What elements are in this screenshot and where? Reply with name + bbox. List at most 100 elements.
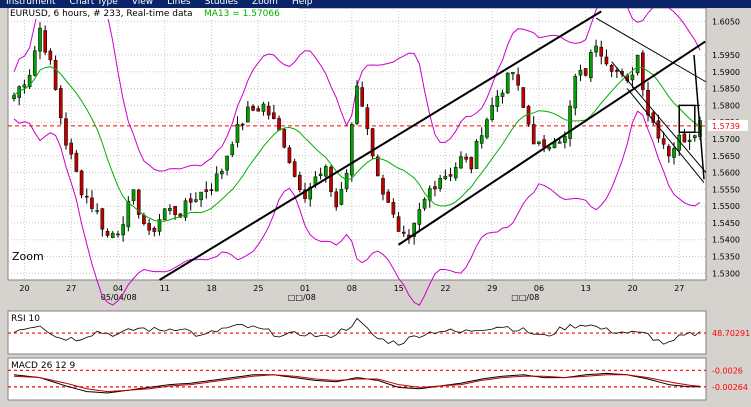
- candle-body: [256, 108, 261, 112]
- candle-body: [48, 50, 53, 61]
- projection-line[interactable]: [693, 54, 705, 180]
- candle-body: [27, 74, 32, 88]
- candle-body: [464, 156, 468, 160]
- candle-body: [443, 175, 448, 180]
- candle-body: [22, 84, 27, 88]
- candle-body: [531, 124, 536, 145]
- menu-item-studies[interactable]: Studies: [204, 0, 238, 7]
- candle-body: [635, 54, 640, 74]
- menu-item-help[interactable]: Help: [291, 0, 313, 7]
- chart-canvas[interactable]: 1.60501.59501.59001.58501.58001.57501.57…: [0, 8, 751, 407]
- candle-body: [396, 216, 401, 232]
- x-tick-label: 13: [581, 284, 591, 293]
- x-tick-label: 18: [206, 284, 216, 293]
- candle-body: [682, 133, 687, 143]
- rsi-title: RSI 10: [11, 314, 40, 324]
- candle-body: [308, 186, 313, 200]
- candle-body: [199, 191, 203, 201]
- y-tick-label: 1.5950: [712, 51, 740, 60]
- fan-line-3[interactable]: [626, 88, 705, 183]
- candle-body: [344, 173, 349, 189]
- candle-body: [69, 142, 73, 155]
- y-tick-label: 1.5600: [712, 169, 740, 178]
- candle-body: [282, 129, 287, 148]
- candle-body: [318, 173, 323, 176]
- fan-line-2[interactable]: [611, 61, 707, 173]
- x-tick-label: 04: [113, 284, 123, 293]
- candle-body: [100, 208, 105, 230]
- candle-body: [474, 140, 479, 169]
- candle-body: [188, 198, 193, 203]
- macd-value-label: -0.0026: [712, 366, 743, 375]
- menu-item-instrument[interactable]: Instrument: [6, 0, 56, 7]
- current-price-bg: [708, 119, 748, 131]
- candle-body: [74, 152, 79, 172]
- candle-body: [641, 52, 645, 90]
- candle-body: [479, 135, 484, 144]
- y-tick-label: 1.5850: [712, 85, 740, 94]
- candle-body: [589, 52, 593, 79]
- candle-body: [448, 174, 453, 177]
- candle-body: [609, 65, 614, 72]
- candle-body: [599, 46, 604, 57]
- x-tick-label: 01: [300, 284, 310, 293]
- candle-body: [339, 189, 344, 205]
- x-tick-label: 11: [160, 284, 170, 293]
- candle-body: [433, 186, 437, 190]
- menu-item-zoom[interactable]: Zoom: [252, 0, 278, 7]
- candle-body: [298, 174, 302, 191]
- candle-body: [459, 156, 463, 169]
- y-tick-label: 1.5300: [712, 269, 740, 278]
- candle-body: [485, 119, 489, 138]
- menu-item-view[interactable]: View: [131, 0, 154, 7]
- trendline-lower[interactable]: [398, 40, 706, 246]
- candle-body: [355, 85, 359, 124]
- period-label: 05/04/08: [101, 293, 137, 302]
- candle-body: [116, 233, 120, 236]
- candle-body: [334, 191, 339, 208]
- candle-body: [422, 198, 427, 209]
- candle-body: [43, 30, 47, 53]
- candle-body: [152, 227, 157, 232]
- candle-body: [630, 74, 635, 81]
- candle-body: [90, 197, 94, 209]
- candle-body: [365, 107, 370, 129]
- candle-body: [537, 141, 541, 144]
- y-tick-label: 1.5650: [712, 152, 740, 161]
- candle-body: [692, 135, 697, 139]
- candle-body: [661, 138, 666, 145]
- trendline-upper[interactable]: [158, 10, 602, 281]
- candle-body: [656, 120, 661, 139]
- candle-body: [490, 105, 494, 120]
- y-tick-label: 1.5900: [712, 68, 740, 77]
- candle-body: [573, 76, 578, 109]
- candle-body: [557, 141, 562, 144]
- menu-item-lines[interactable]: Lines: [167, 0, 191, 7]
- candle-body: [381, 178, 385, 195]
- x-tick-label: 22: [440, 284, 450, 293]
- y-tick-label: 1.5350: [712, 252, 740, 261]
- candle-body: [32, 50, 37, 76]
- candle-body: [687, 139, 692, 142]
- candle-body: [500, 92, 505, 97]
- period-label: □□/08: [511, 293, 539, 302]
- bollinger-lower-line: [13, 110, 701, 306]
- candle-body: [12, 95, 16, 100]
- menu-item-chart-type[interactable]: Chart Type: [69, 0, 118, 7]
- candle-body: [360, 87, 365, 107]
- candle-body: [287, 147, 292, 164]
- candle-body: [547, 146, 552, 150]
- y-tick-label: 1.5800: [712, 101, 740, 110]
- y-tick-label: 1.6050: [712, 17, 740, 26]
- candle-body: [38, 27, 42, 52]
- candle-body: [651, 112, 656, 123]
- x-tick-label: 29: [487, 284, 497, 293]
- candle-body: [349, 124, 354, 176]
- candle-body: [121, 224, 125, 236]
- candle-body: [521, 87, 526, 108]
- x-tick-label: 27: [674, 284, 684, 293]
- fan-line-1[interactable]: [595, 17, 707, 83]
- flag-box[interactable]: [678, 104, 696, 133]
- candle-body: [542, 139, 546, 148]
